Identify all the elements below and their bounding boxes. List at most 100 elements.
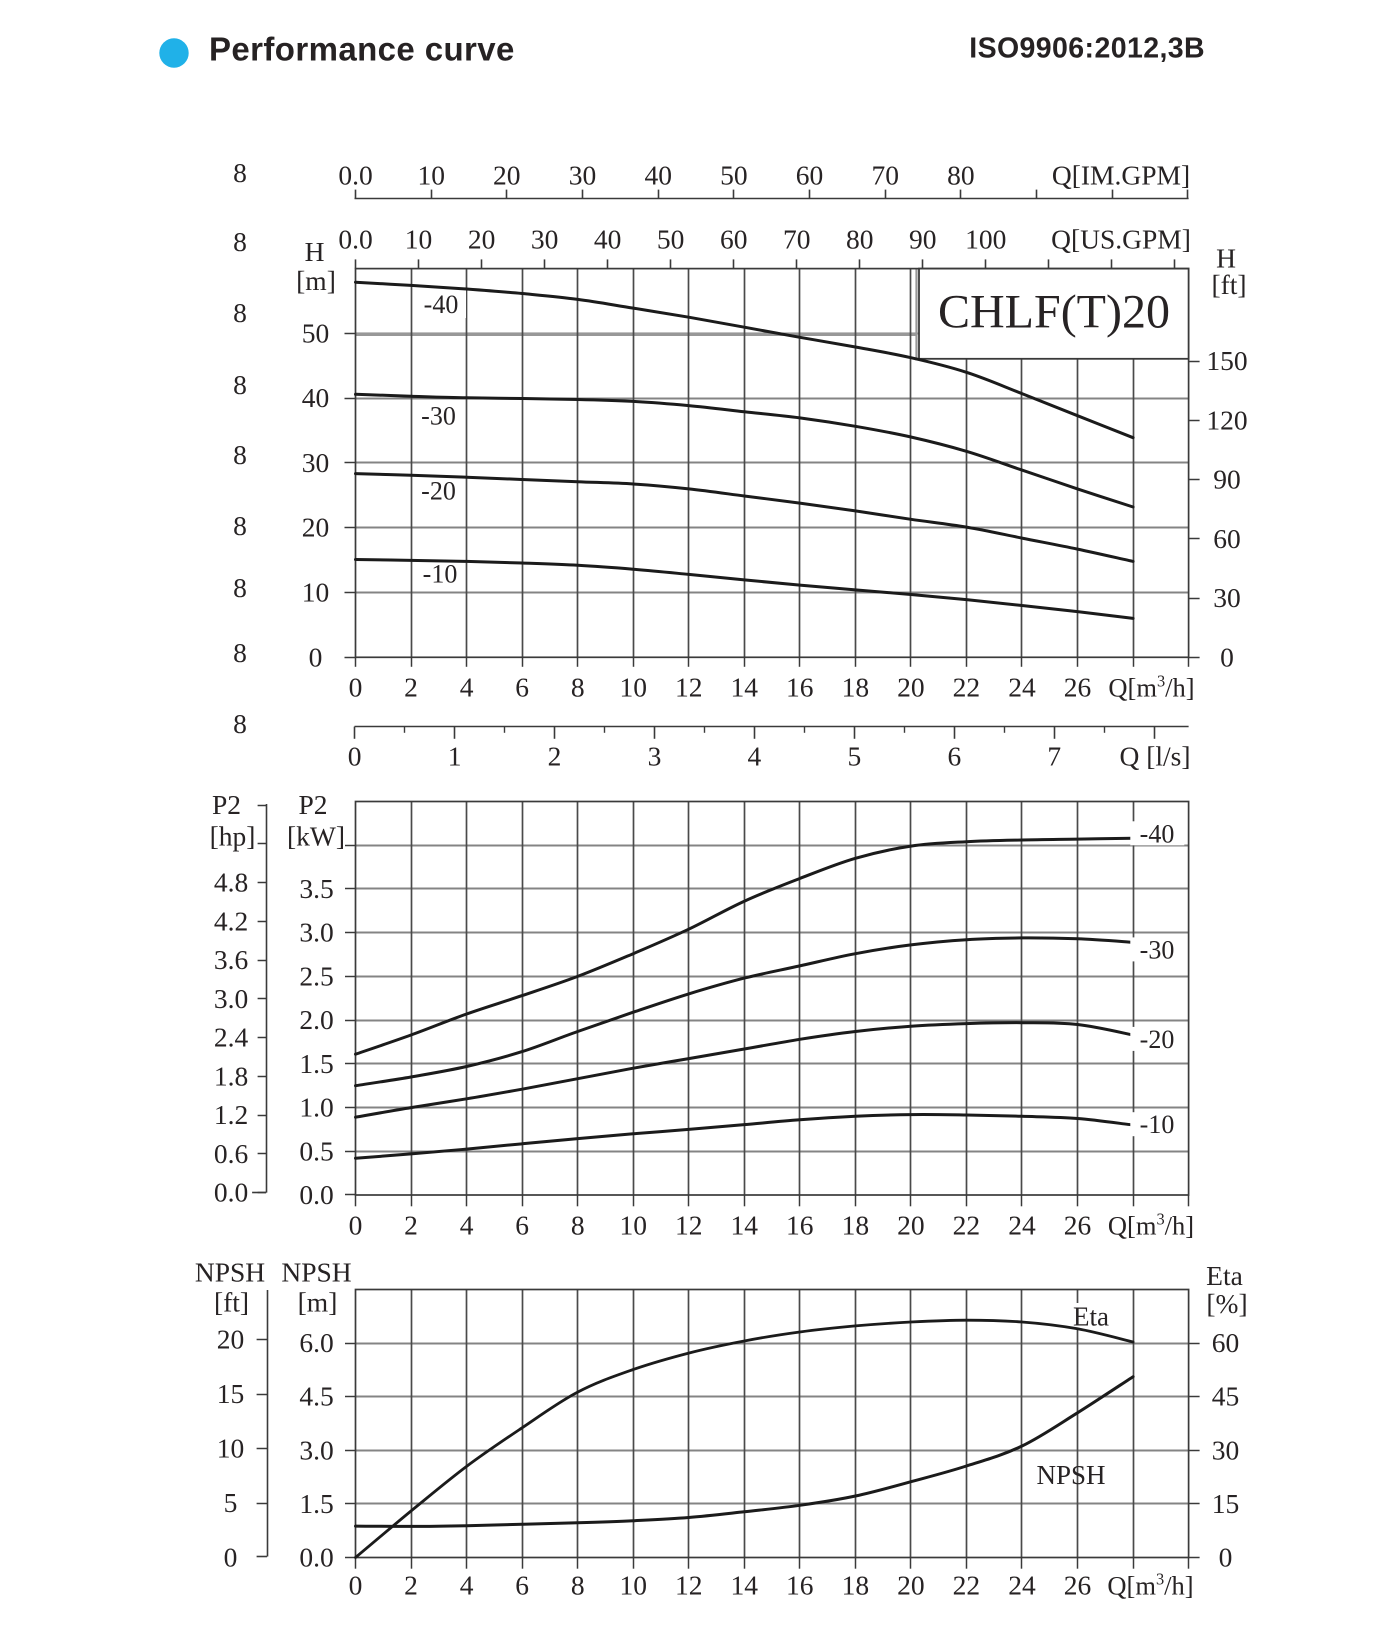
svg-text:24: 24 bbox=[1008, 1210, 1036, 1241]
svg-text:Q[IM.GPM]: Q[IM.GPM] bbox=[1052, 160, 1190, 191]
svg-text:5: 5 bbox=[848, 741, 862, 772]
svg-text:[m]: [m] bbox=[296, 265, 336, 296]
svg-text:14: 14 bbox=[731, 672, 759, 703]
svg-text:30: 30 bbox=[531, 224, 559, 255]
svg-text:20: 20 bbox=[897, 672, 925, 703]
svg-text:20: 20 bbox=[302, 512, 330, 543]
svg-text:4: 4 bbox=[460, 672, 474, 703]
svg-text:0: 0 bbox=[309, 641, 323, 672]
svg-text:16: 16 bbox=[786, 1570, 814, 1601]
svg-text:12: 12 bbox=[675, 1210, 703, 1241]
svg-text:[ft]: [ft] bbox=[1211, 269, 1246, 300]
svg-text:3.0: 3.0 bbox=[214, 983, 248, 1014]
svg-text:12: 12 bbox=[675, 1570, 703, 1601]
svg-text:8: 8 bbox=[233, 157, 247, 188]
svg-text:0.0: 0.0 bbox=[214, 1177, 248, 1208]
svg-text:60: 60 bbox=[1212, 1327, 1240, 1358]
svg-text:1.2: 1.2 bbox=[214, 1099, 248, 1130]
svg-text:8: 8 bbox=[233, 510, 247, 541]
svg-text:0.6: 0.6 bbox=[214, 1138, 248, 1169]
svg-text:3.0: 3.0 bbox=[299, 917, 333, 948]
svg-text:26: 26 bbox=[1064, 672, 1092, 703]
svg-text:4: 4 bbox=[460, 1210, 474, 1241]
svg-text:50: 50 bbox=[302, 317, 330, 348]
svg-text:22: 22 bbox=[953, 1570, 981, 1601]
svg-text:24: 24 bbox=[1008, 1570, 1036, 1601]
svg-text:0.0: 0.0 bbox=[338, 224, 372, 255]
svg-text:-40: -40 bbox=[424, 290, 459, 319]
svg-text:14: 14 bbox=[731, 1570, 759, 1601]
svg-text:16: 16 bbox=[786, 672, 814, 703]
svg-text:2: 2 bbox=[404, 1570, 418, 1601]
svg-text:22: 22 bbox=[953, 1210, 981, 1241]
svg-text:8: 8 bbox=[233, 226, 247, 257]
svg-text:6.0: 6.0 bbox=[299, 1327, 333, 1358]
svg-text:8: 8 bbox=[233, 439, 247, 470]
svg-text:0: 0 bbox=[224, 1542, 238, 1573]
svg-text:8: 8 bbox=[233, 637, 247, 668]
svg-text:P2: P2 bbox=[212, 789, 241, 820]
svg-text:0.0: 0.0 bbox=[299, 1179, 333, 1210]
svg-text:-20: -20 bbox=[421, 476, 456, 505]
svg-text:10: 10 bbox=[302, 577, 330, 608]
svg-text:150: 150 bbox=[1206, 345, 1247, 376]
svg-text:2.4: 2.4 bbox=[214, 1022, 249, 1053]
svg-text:7: 7 bbox=[1047, 741, 1061, 772]
svg-text:Q[m3/h]: Q[m3/h] bbox=[1108, 1209, 1194, 1240]
svg-text:8: 8 bbox=[233, 297, 247, 328]
svg-text:3: 3 bbox=[648, 741, 662, 772]
svg-text:120: 120 bbox=[1206, 404, 1247, 435]
svg-text:14: 14 bbox=[731, 1210, 759, 1241]
svg-text:8: 8 bbox=[571, 672, 585, 703]
svg-text:0: 0 bbox=[1220, 641, 1234, 672]
svg-text:[ft]: [ft] bbox=[214, 1287, 249, 1318]
svg-text:8: 8 bbox=[233, 369, 247, 400]
svg-text:-30: -30 bbox=[421, 401, 456, 430]
svg-text:24: 24 bbox=[1008, 672, 1036, 703]
svg-text:6: 6 bbox=[515, 672, 529, 703]
svg-text:26: 26 bbox=[1064, 1570, 1092, 1601]
svg-text:6: 6 bbox=[515, 1210, 529, 1241]
svg-text:[%]: [%] bbox=[1206, 1288, 1247, 1319]
svg-text:-10: -10 bbox=[1140, 1110, 1175, 1139]
svg-text:1.8: 1.8 bbox=[214, 1060, 248, 1091]
svg-text:60: 60 bbox=[720, 224, 748, 255]
svg-text:10: 10 bbox=[417, 160, 445, 191]
svg-text:10: 10 bbox=[619, 672, 647, 703]
svg-text:30: 30 bbox=[302, 447, 330, 478]
svg-text:NPSH: NPSH bbox=[281, 1257, 351, 1288]
svg-text:10: 10 bbox=[405, 224, 433, 255]
svg-text:30: 30 bbox=[569, 160, 597, 191]
svg-text:NPSH: NPSH bbox=[1036, 1460, 1105, 1490]
svg-text:20: 20 bbox=[468, 224, 496, 255]
svg-text:0: 0 bbox=[349, 1570, 363, 1601]
svg-text:4.8: 4.8 bbox=[214, 867, 248, 898]
svg-text:10: 10 bbox=[619, 1210, 647, 1241]
svg-text:Q[US.GPM]: Q[US.GPM] bbox=[1051, 224, 1191, 255]
svg-text:1.5: 1.5 bbox=[299, 1488, 333, 1519]
svg-text:Eta: Eta bbox=[1073, 1302, 1109, 1332]
svg-text:90: 90 bbox=[909, 224, 937, 255]
svg-text:70: 70 bbox=[783, 224, 811, 255]
svg-text:8: 8 bbox=[571, 1570, 585, 1601]
svg-text:2: 2 bbox=[404, 1210, 418, 1241]
svg-text:80: 80 bbox=[846, 224, 874, 255]
svg-text:60: 60 bbox=[1213, 523, 1241, 554]
svg-text:NPSH: NPSH bbox=[195, 1257, 265, 1288]
svg-text:-30: -30 bbox=[1140, 935, 1175, 964]
svg-text:50: 50 bbox=[720, 160, 748, 191]
svg-text:Q[m3/h]: Q[m3/h] bbox=[1108, 671, 1194, 702]
svg-text:45: 45 bbox=[1212, 1381, 1240, 1412]
svg-text:30: 30 bbox=[1213, 582, 1241, 613]
svg-text:90: 90 bbox=[1213, 464, 1241, 495]
svg-text:16: 16 bbox=[786, 1210, 814, 1241]
svg-text:8: 8 bbox=[571, 1210, 585, 1241]
svg-text:40: 40 bbox=[302, 382, 330, 413]
svg-text:8: 8 bbox=[233, 572, 247, 603]
svg-text:60: 60 bbox=[796, 160, 824, 191]
svg-text:Q[m3/h]: Q[m3/h] bbox=[1107, 1569, 1193, 1600]
svg-text:15: 15 bbox=[1212, 1488, 1240, 1519]
svg-text:70: 70 bbox=[871, 160, 899, 191]
svg-text:6: 6 bbox=[948, 741, 962, 772]
svg-text:20: 20 bbox=[493, 160, 521, 191]
